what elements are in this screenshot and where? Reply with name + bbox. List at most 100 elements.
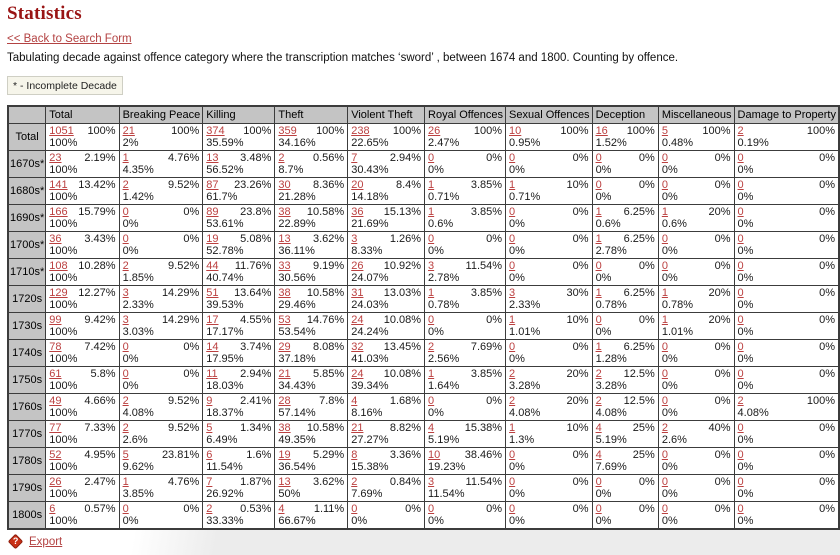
cell-count-link[interactable]: 0 — [351, 502, 358, 515]
cell-count-link[interactable]: 0 — [428, 502, 435, 515]
cell-count-link[interactable]: 21 — [278, 367, 291, 380]
cell-count-link[interactable]: 9 — [206, 394, 213, 407]
cell-count-link[interactable]: 31 — [351, 286, 364, 299]
cell-count-link[interactable]: 0 — [595, 475, 602, 488]
cell-count-link[interactable]: 8 — [351, 448, 358, 461]
cell-count-link[interactable]: 24 — [351, 367, 364, 380]
cell-count-link[interactable]: 0 — [737, 421, 744, 434]
cell-count-link[interactable]: 0 — [737, 286, 744, 299]
cell-count-link[interactable]: 0 — [661, 448, 668, 461]
cell-count-link[interactable]: 19 — [278, 448, 291, 461]
cell-count-link[interactable]: 0 — [122, 502, 129, 515]
cell-count-link[interactable]: 166 — [49, 205, 68, 218]
cell-count-link[interactable]: 1 — [509, 313, 516, 326]
cell-count-link[interactable]: 1 — [595, 232, 602, 245]
cell-count-link[interactable]: 0 — [122, 367, 129, 380]
cell-count-link[interactable]: 0 — [509, 232, 516, 245]
cell-count-link[interactable]: 0 — [428, 151, 435, 164]
cell-count-link[interactable]: 2 — [206, 502, 213, 515]
cell-count-link[interactable]: 2 — [509, 367, 516, 380]
cell-count-link[interactable]: 1 — [661, 313, 668, 326]
cell-count-link[interactable]: 3 — [509, 286, 516, 299]
cell-count-link[interactable]: 0 — [509, 475, 516, 488]
cell-count-link[interactable]: 0 — [509, 259, 516, 272]
cell-count-link[interactable]: 10 — [509, 124, 522, 137]
cell-count-link[interactable]: 2 — [122, 394, 129, 407]
cell-count-link[interactable]: 28 — [278, 394, 291, 407]
cell-count-link[interactable]: 30 — [278, 178, 291, 191]
cell-count-link[interactable]: 21 — [351, 421, 364, 434]
cell-count-link[interactable]: 0 — [595, 151, 602, 164]
cell-count-link[interactable]: 14 — [206, 340, 219, 353]
cell-count-link[interactable]: 0 — [661, 151, 668, 164]
cell-count-link[interactable]: 32 — [351, 340, 364, 353]
cell-count-link[interactable]: 0 — [509, 448, 516, 461]
cell-count-link[interactable]: 13 — [278, 475, 291, 488]
cell-count-link[interactable]: 1 — [595, 286, 602, 299]
cell-count-link[interactable]: 1 — [661, 286, 668, 299]
cell-count-link[interactable]: 108 — [49, 259, 68, 272]
cell-count-link[interactable]: 2 — [661, 421, 668, 434]
cell-count-link[interactable]: 6 — [49, 502, 56, 515]
cell-count-link[interactable]: 29 — [278, 340, 291, 353]
cell-count-link[interactable]: 17 — [206, 313, 219, 326]
cell-count-link[interactable]: 1 — [509, 421, 516, 434]
cell-count-link[interactable]: 4 — [595, 421, 602, 434]
cell-count-link[interactable]: 24 — [351, 313, 364, 326]
cell-count-link[interactable]: 51 — [206, 286, 219, 299]
cell-count-link[interactable]: 77 — [49, 421, 62, 434]
cell-count-link[interactable]: 49 — [49, 394, 62, 407]
cell-count-link[interactable]: 2 — [737, 394, 744, 407]
cell-count-link[interactable]: 1 — [428, 286, 435, 299]
cell-count-link[interactable]: 0 — [122, 340, 129, 353]
cell-count-link[interactable]: 1 — [595, 340, 602, 353]
cell-count-link[interactable]: 36 — [49, 232, 62, 245]
cell-count-link[interactable]: 0 — [661, 178, 668, 191]
cell-count-link[interactable]: 10 — [428, 448, 441, 461]
cell-count-link[interactable]: 4 — [351, 394, 358, 407]
cell-count-link[interactable]: 0 — [737, 313, 744, 326]
cell-count-link[interactable]: 19 — [206, 232, 219, 245]
cell-count-link[interactable]: 99 — [49, 313, 62, 326]
cell-count-link[interactable]: 0 — [737, 475, 744, 488]
cell-count-link[interactable]: 2 — [278, 151, 285, 164]
cell-count-link[interactable]: 52 — [49, 448, 62, 461]
cell-count-link[interactable]: 0 — [737, 205, 744, 218]
cell-count-link[interactable]: 2 — [122, 178, 129, 191]
cell-count-link[interactable]: 359 — [278, 124, 297, 137]
cell-count-link[interactable]: 374 — [206, 124, 225, 137]
cell-count-link[interactable]: 3 — [122, 313, 129, 326]
export-link[interactable]: Export — [29, 535, 63, 548]
cell-count-link[interactable]: 87 — [206, 178, 219, 191]
cell-count-link[interactable]: 2 — [122, 421, 129, 434]
cell-count-link[interactable]: 0 — [661, 502, 668, 515]
cell-count-link[interactable]: 0 — [661, 367, 668, 380]
cell-count-link[interactable]: 0 — [737, 448, 744, 461]
cell-count-link[interactable]: 0 — [428, 313, 435, 326]
help-icon[interactable]: ? — [7, 533, 24, 550]
cell-count-link[interactable]: 238 — [351, 124, 370, 137]
cell-count-link[interactable]: 0 — [595, 178, 602, 191]
cell-count-link[interactable]: 7 — [206, 475, 213, 488]
cell-count-link[interactable]: 21 — [122, 124, 135, 137]
cell-count-link[interactable]: 4 — [278, 502, 285, 515]
cell-count-link[interactable]: 0 — [737, 151, 744, 164]
cell-count-link[interactable]: 13 — [278, 232, 291, 245]
cell-count-link[interactable]: 2 — [737, 124, 744, 137]
cell-count-link[interactable]: 0 — [595, 313, 602, 326]
cell-count-link[interactable]: 38 — [278, 421, 291, 434]
cell-count-link[interactable]: 20 — [351, 178, 364, 191]
cell-count-link[interactable]: 4 — [595, 448, 602, 461]
cell-count-link[interactable]: 1 — [595, 205, 602, 218]
cell-count-link[interactable]: 0 — [428, 394, 435, 407]
cell-count-link[interactable]: 36 — [351, 205, 364, 218]
cell-count-link[interactable]: 61 — [49, 367, 62, 380]
cell-count-link[interactable]: 0 — [122, 205, 129, 218]
cell-count-link[interactable]: 1051 — [49, 124, 74, 137]
cell-count-link[interactable]: 26 — [351, 259, 364, 272]
cell-count-link[interactable]: 0 — [661, 232, 668, 245]
cell-count-link[interactable]: 5 — [122, 448, 129, 461]
cell-count-link[interactable]: 0 — [509, 205, 516, 218]
cell-count-link[interactable]: 53 — [278, 313, 291, 326]
cell-count-link[interactable]: 0 — [737, 232, 744, 245]
